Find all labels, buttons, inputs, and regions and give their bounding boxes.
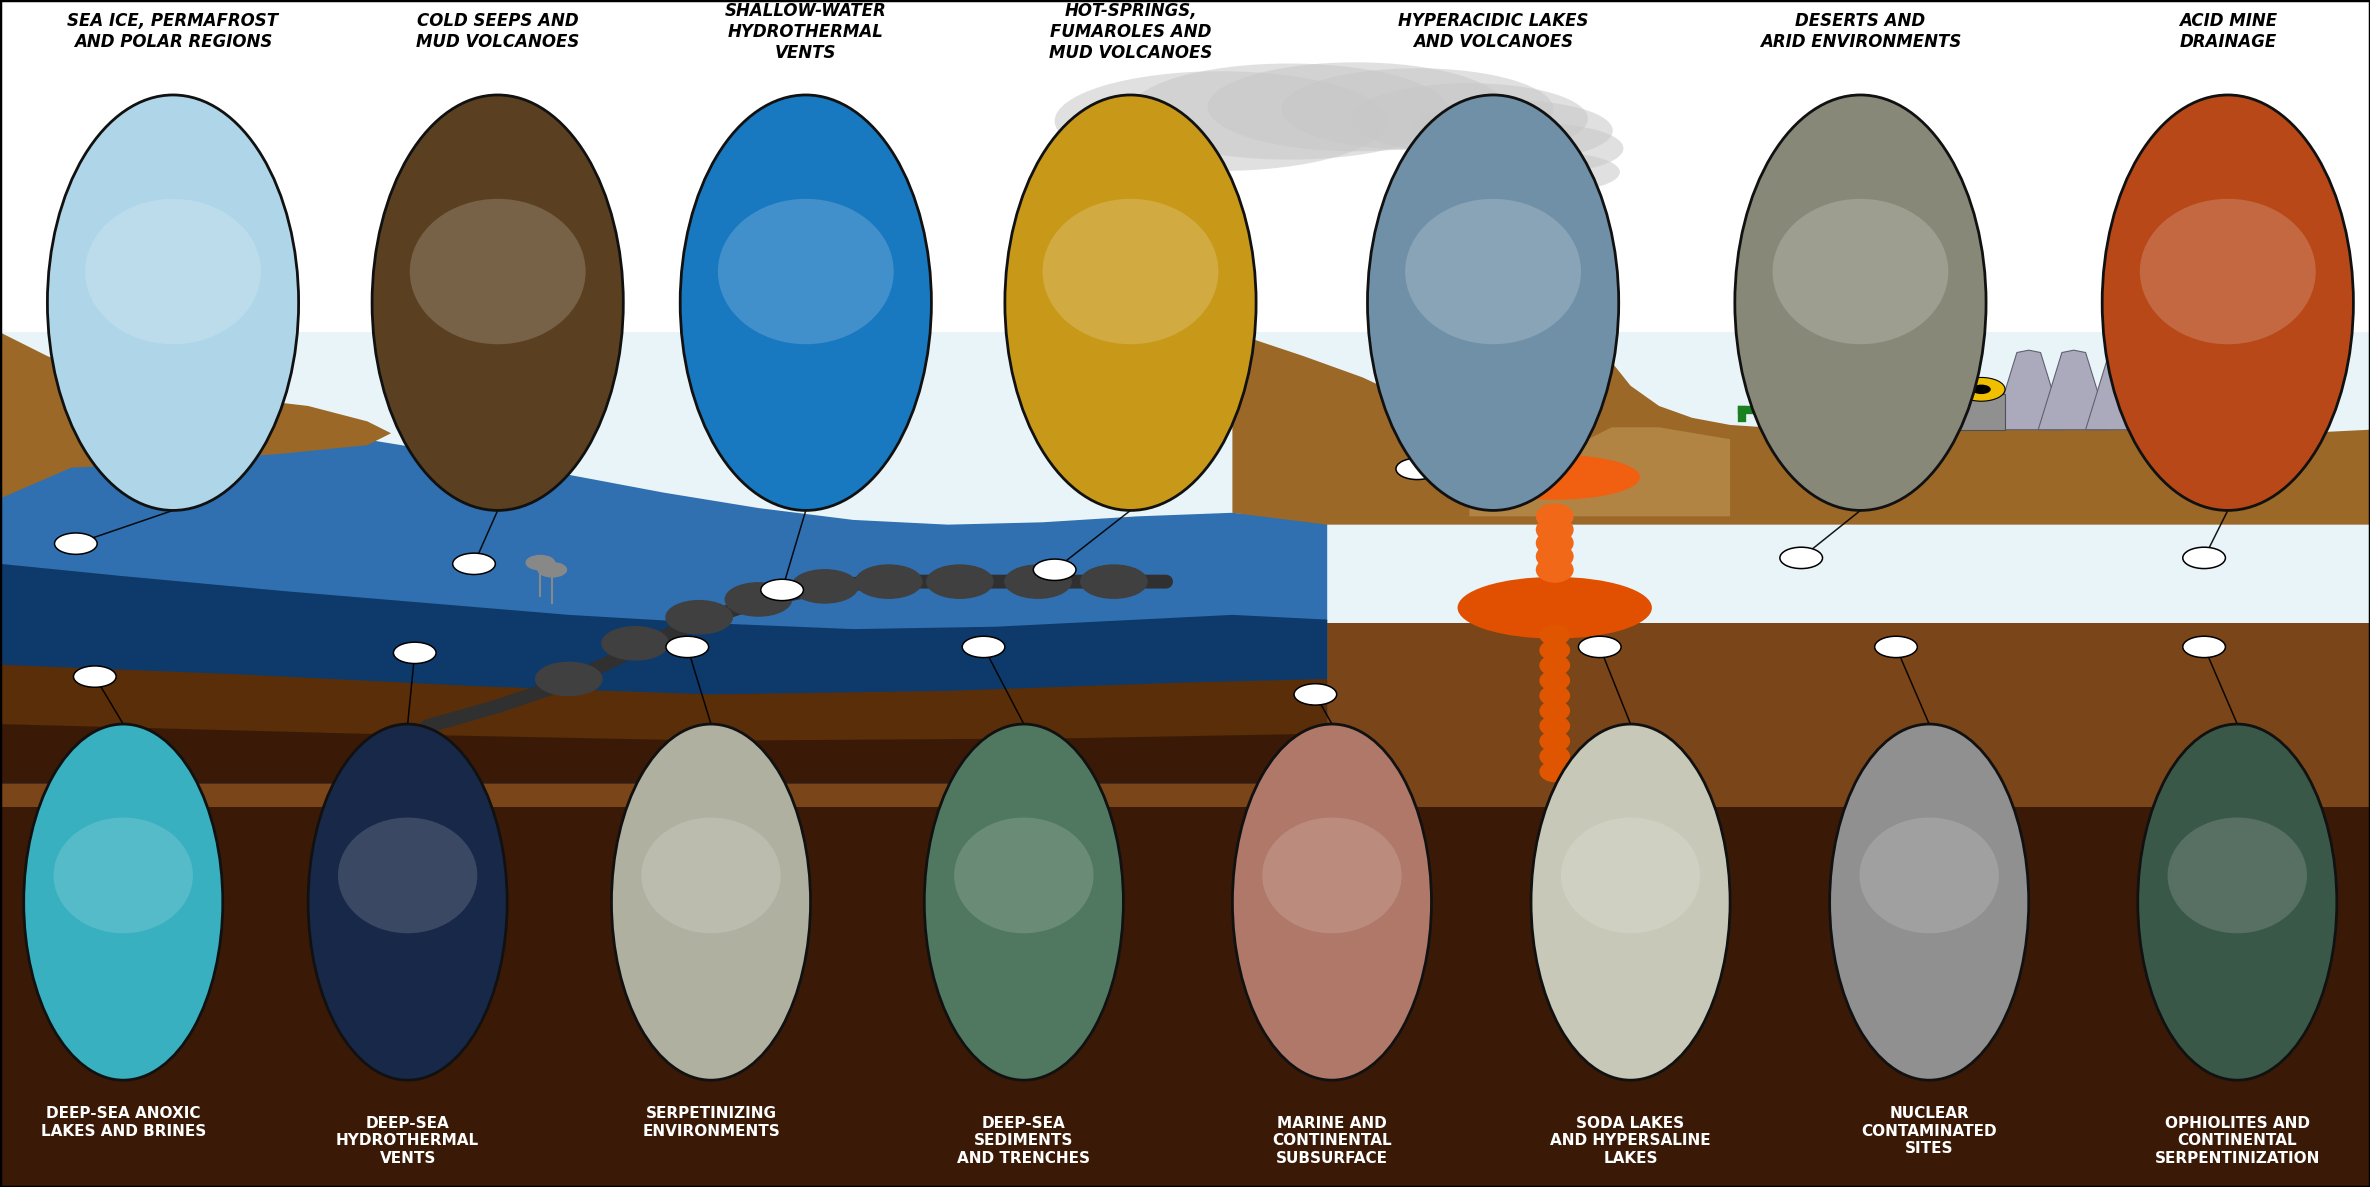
Text: MARINE AND
CONTINENTAL
SUBSURFACE: MARINE AND CONTINENTAL SUBSURFACE: [1273, 1116, 1391, 1166]
Ellipse shape: [1458, 577, 1652, 639]
Circle shape: [526, 556, 555, 570]
Circle shape: [2183, 547, 2225, 569]
Circle shape: [1033, 559, 1076, 580]
Polygon shape: [130, 389, 242, 446]
Text: DEEP-SEA
HYDROTHERMAL
VENTS: DEEP-SEA HYDROTHERMAL VENTS: [337, 1116, 479, 1166]
Ellipse shape: [718, 198, 893, 344]
Ellipse shape: [1005, 95, 1256, 510]
Ellipse shape: [2140, 198, 2315, 344]
Ellipse shape: [1491, 153, 1621, 192]
Ellipse shape: [1232, 724, 1431, 1080]
Polygon shape: [1469, 418, 1730, 516]
Circle shape: [55, 533, 97, 554]
Ellipse shape: [1531, 724, 1730, 1080]
Ellipse shape: [1540, 640, 1569, 661]
Circle shape: [725, 583, 792, 616]
Polygon shape: [1522, 178, 1588, 249]
Ellipse shape: [1860, 818, 1998, 933]
Ellipse shape: [85, 198, 261, 344]
Circle shape: [73, 666, 116, 687]
Text: SEA ICE, PERMAFROST
AND POLAR REGIONS: SEA ICE, PERMAFROST AND POLAR REGIONS: [66, 12, 280, 51]
Polygon shape: [0, 332, 391, 499]
Circle shape: [1396, 458, 1439, 480]
Ellipse shape: [1413, 101, 1612, 160]
Ellipse shape: [1540, 669, 1569, 691]
Ellipse shape: [1263, 818, 1401, 933]
Ellipse shape: [410, 198, 585, 344]
Ellipse shape: [955, 818, 1093, 933]
Circle shape: [453, 553, 495, 575]
Ellipse shape: [47, 95, 299, 510]
Polygon shape: [0, 425, 1327, 783]
Ellipse shape: [1043, 198, 1218, 344]
Circle shape: [2183, 636, 2225, 658]
Polygon shape: [2038, 350, 2109, 430]
Circle shape: [602, 627, 668, 660]
Circle shape: [1005, 565, 1071, 598]
Ellipse shape: [2102, 95, 2353, 510]
Circle shape: [792, 570, 858, 603]
Polygon shape: [0, 564, 1327, 783]
Ellipse shape: [2169, 818, 2306, 933]
Text: SERPETINIZING
ENVIRONMENTS: SERPETINIZING ENVIRONMENTS: [642, 1106, 780, 1138]
Circle shape: [1958, 377, 2005, 401]
Polygon shape: [1232, 214, 2370, 525]
Ellipse shape: [1536, 516, 1574, 542]
Ellipse shape: [1405, 198, 1581, 344]
Circle shape: [536, 662, 602, 696]
Ellipse shape: [1830, 724, 2029, 1080]
Circle shape: [1081, 565, 1147, 598]
Ellipse shape: [2138, 724, 2337, 1080]
Circle shape: [1294, 684, 1337, 705]
Ellipse shape: [1540, 716, 1569, 737]
Ellipse shape: [1540, 745, 1569, 767]
Polygon shape: [118, 432, 175, 451]
Polygon shape: [0, 332, 2370, 623]
Text: ACID MINE
DRAINAGE: ACID MINE DRAINAGE: [2178, 12, 2278, 51]
Ellipse shape: [372, 95, 623, 510]
Ellipse shape: [1540, 730, 1569, 751]
Ellipse shape: [55, 818, 192, 933]
Ellipse shape: [1206, 62, 1503, 152]
Ellipse shape: [308, 724, 507, 1080]
Circle shape: [927, 565, 993, 598]
Circle shape: [666, 636, 709, 658]
Text: SODA LAKES
AND HYPERSALINE
LAKES: SODA LAKES AND HYPERSALINE LAKES: [1550, 1116, 1711, 1166]
Polygon shape: [1958, 394, 2005, 430]
Circle shape: [666, 601, 732, 634]
Text: HYPERACIDIC LAKES
AND VOLCANOES: HYPERACIDIC LAKES AND VOLCANOES: [1398, 12, 1588, 51]
Polygon shape: [0, 665, 1327, 783]
Circle shape: [1780, 547, 1823, 569]
Ellipse shape: [1536, 503, 1574, 529]
Ellipse shape: [1540, 655, 1569, 677]
Text: OPHIOLITES AND
CONTINENTAL
SERPENTINIZATION: OPHIOLITES AND CONTINENTAL SERPENTINIZAT…: [2154, 1116, 2320, 1166]
Text: DEEP-SEA
SEDIMENTS
AND TRENCHES: DEEP-SEA SEDIMENTS AND TRENCHES: [957, 1116, 1090, 1166]
Text: COLD SEEPS AND
MUD VOLCANOES: COLD SEEPS AND MUD VOLCANOES: [417, 12, 578, 51]
Ellipse shape: [1540, 761, 1569, 782]
Ellipse shape: [1540, 700, 1569, 722]
Ellipse shape: [1540, 624, 1569, 646]
Text: HOT-SPRINGS,
FUMAROLES AND
MUD VOLCANOES: HOT-SPRINGS, FUMAROLES AND MUD VOLCANOES: [1050, 2, 1211, 62]
Ellipse shape: [1562, 818, 1699, 933]
Circle shape: [1972, 385, 1991, 394]
Text: NUCLEAR
CONTAMINATED
SITES: NUCLEAR CONTAMINATED SITES: [1860, 1106, 1998, 1156]
Polygon shape: [1993, 350, 2064, 430]
Ellipse shape: [1773, 198, 1948, 344]
Ellipse shape: [1469, 455, 1640, 500]
Circle shape: [761, 579, 803, 601]
Polygon shape: [2086, 350, 2157, 430]
Circle shape: [1875, 636, 1917, 658]
Ellipse shape: [1540, 685, 1569, 706]
Ellipse shape: [680, 95, 931, 510]
Text: DESERTS AND
ARID ENVIRONMENTS: DESERTS AND ARID ENVIRONMENTS: [1761, 12, 1960, 51]
Polygon shape: [0, 623, 2370, 1187]
Ellipse shape: [1735, 95, 1986, 510]
Polygon shape: [0, 807, 2370, 1187]
Ellipse shape: [1367, 95, 1619, 510]
Circle shape: [538, 563, 566, 577]
Ellipse shape: [1536, 529, 1574, 556]
Ellipse shape: [24, 724, 223, 1080]
Ellipse shape: [1536, 557, 1574, 583]
Circle shape: [1526, 199, 1583, 228]
